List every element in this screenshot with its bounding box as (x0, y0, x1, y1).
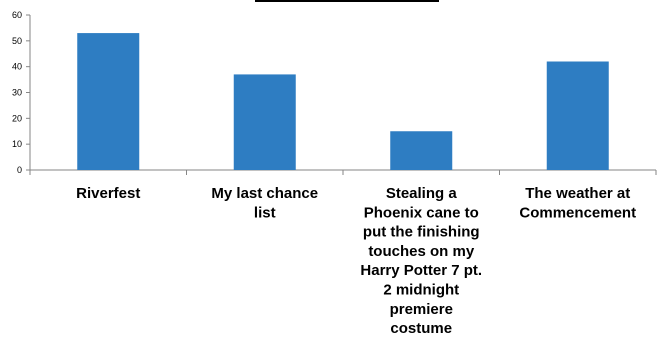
bar (390, 131, 453, 170)
x-category-label-line: touches on my (368, 243, 475, 260)
x-category-label-line: list (254, 204, 276, 221)
x-category-label: Riverfest (76, 185, 140, 202)
title-underline (255, 0, 439, 2)
y-tick-label: 50 (12, 36, 22, 46)
x-category-label-line: premiere (390, 301, 453, 318)
bar (546, 61, 609, 170)
x-category-label-line: The weather at (525, 185, 630, 202)
x-category-label-line: 2 midnight (383, 282, 459, 299)
bar (233, 74, 296, 170)
y-tick-label: 40 (12, 62, 22, 72)
x-category-label: My last chance list (211, 185, 318, 221)
y-tick-label: 20 (12, 113, 22, 123)
x-category-label-line: My last chance (211, 185, 318, 202)
x-category-label-line: Phoenix cane to (364, 204, 479, 221)
x-category-label-line: Riverfest (76, 185, 140, 202)
x-category-label: The weather at Commencement (519, 185, 636, 221)
x-category-label-line: put the finishing (363, 224, 480, 241)
x-category-label-line: Stealing a (386, 185, 458, 202)
y-tick-label: 60 (12, 10, 22, 20)
y-tick-label: 0 (17, 165, 22, 175)
y-tick-label: 10 (12, 139, 22, 149)
x-category-label-line: Commencement (519, 204, 636, 221)
x-category-label-line: costume (390, 320, 452, 337)
x-category-label-line: Harry Potter 7 pt. (360, 262, 482, 279)
x-category-label: Stealing a Phoenix cane to put the finishi… (360, 185, 482, 337)
bar (77, 33, 140, 171)
y-tick-label: 30 (12, 88, 22, 98)
